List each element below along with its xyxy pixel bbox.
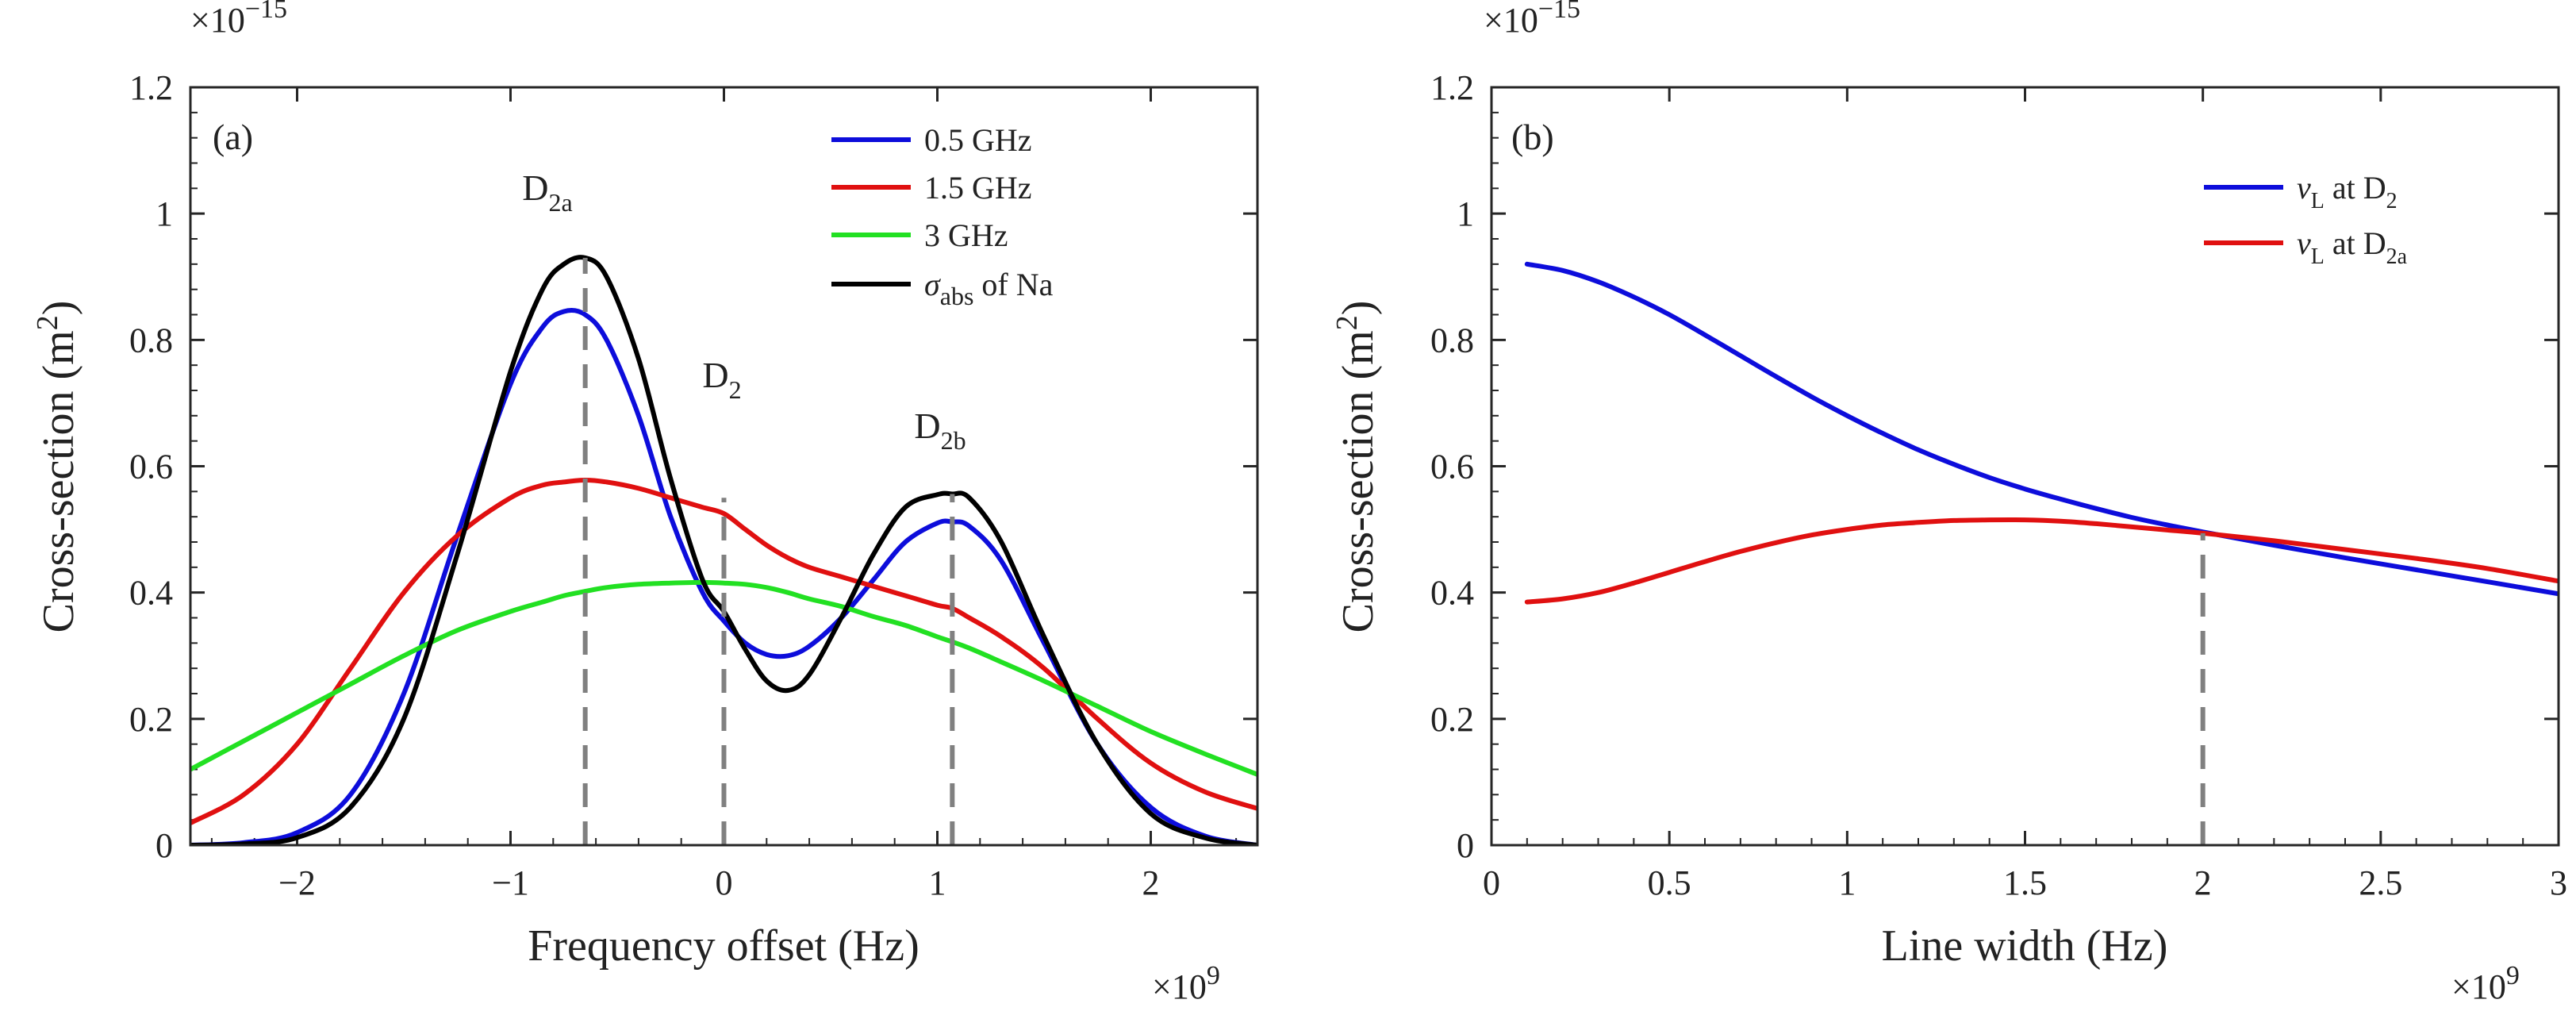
panel-a-y-tick-label: 1	[155, 194, 173, 233]
panel-a-y-tick-label: 1.2	[129, 68, 173, 107]
panel-b-x-tick-label: 1.5	[2003, 863, 2047, 902]
panel-b: 0 0.5 1 1.5 2 2.5 3 0 0.2 0.4 0.6 0.8 1 1.2 (b) ×10−1…	[1330, 0, 2567, 1006]
panel-a-x-axis-label: Frequency offset (Hz)	[528, 921, 919, 971]
panel-a-y-tick-label: 0.2	[129, 700, 173, 739]
panel-a: −2 −1 0 1 2 0 0.2 0.4 0.6 0.8 1 1.2 (a) ×10−15 ×109…	[31, 0, 1259, 1006]
legend-label-nu-d2a: νL at D2a	[2297, 225, 2408, 269]
panel-a-y-tick-label: 0	[155, 826, 173, 865]
panel-b-y-tick-label: 1.2	[1430, 68, 1474, 107]
panel-b-frame	[1490, 86, 2560, 847]
panel-a-y-multiplier: ×10−15	[190, 0, 287, 40]
panel-b-series-layer	[1524, 261, 2559, 845]
panel-a-ticks: −2 −1 0 1 2 0 0.2 0.4 0.6 0.8 1 1.2	[129, 68, 1257, 902]
panel-a-d2a-label: D2a	[522, 167, 572, 217]
panel-b-x-tick-label: 2.5	[2359, 863, 2402, 902]
panel-b-x-multiplier: ×109	[2451, 961, 2520, 1006]
panel-b-series-l-at-d2	[1524, 261, 2559, 597]
panel-b-plot-area	[1524, 261, 2559, 845]
panel-a-x-multiplier: ×109	[1152, 961, 1220, 1006]
legend-label-sigma-abs: σabs of Na	[924, 267, 1054, 310]
panel-a-label: (a)	[213, 117, 253, 157]
panel-b-x-tick-label: 0	[1483, 863, 1500, 902]
panel-b-x-tick-label: 0.5	[1648, 863, 1691, 902]
panel-b-y-tick-label: 0.2	[1430, 700, 1474, 739]
panel-b-x-tick-label: 2	[2194, 863, 2212, 902]
panel-a-x-tick-label: −1	[492, 863, 529, 902]
panel-b-legend: νL at D2 νL at D2a	[2204, 170, 2408, 269]
panel-a-legend: 0.5 GHz 1.5 GHz 3 GHz σabs of Na	[831, 122, 1054, 310]
panel-a-frame	[189, 86, 1259, 847]
panel-b-y-tick-label: 0	[1457, 826, 1474, 865]
panel-b-label: (b)	[1511, 117, 1554, 157]
panel-a-y-tick-label: 0.8	[129, 321, 173, 359]
panel-a-y-tick-label: 0.6	[129, 448, 173, 486]
panel-a-plot-area	[190, 255, 1257, 845]
panel-b-x-tick-label: 1	[1838, 863, 1856, 902]
panel-a-series-0-5-ghz	[190, 308, 1257, 845]
panel-b-y-axis-label: Cross-section (m2)	[1330, 301, 1383, 633]
legend-label-nu-d2: νL at D2	[2297, 170, 2397, 213]
panel-b-x-tick-label: 3	[2550, 863, 2567, 902]
panel-b-y-tick-label: 0.8	[1430, 321, 1474, 359]
panel-a-x-tick-label: 0	[716, 863, 733, 902]
panel-a-x-tick-label: 2	[1142, 863, 1160, 902]
panel-b-y-tick-label: 0.6	[1430, 448, 1474, 486]
legend-label-3ghz: 3 GHz	[924, 217, 1008, 253]
legend-label-1-5ghz: 1.5 GHz	[924, 170, 1032, 206]
panel-a-x-tick-label: 1	[929, 863, 946, 902]
panel-a-y-axis-label: Cross-section (m2)	[31, 301, 83, 633]
legend-label-0-5ghz: 0.5 GHz	[924, 122, 1032, 158]
panel-a-series-layer	[190, 255, 1257, 845]
panel-a-series-3-ghz	[190, 579, 1257, 777]
panel-b-y-tick-label: 1	[1457, 194, 1474, 233]
panel-a-series-1-5-ghz	[190, 478, 1257, 826]
panel-b-x-axis-label: Line width (Hz)	[1882, 921, 2168, 971]
panel-b-y-multiplier: ×10−15	[1484, 0, 1580, 40]
panel-a-d2-label: D2	[702, 355, 741, 404]
panel-a-d2b-label: D2b	[914, 406, 966, 455]
panel-a-y-tick-label: 0.4	[129, 574, 173, 613]
panel-a-x-tick-label: −2	[278, 863, 316, 902]
panel-b-series-l-at-d2a	[1524, 517, 2559, 605]
panel-b-y-tick-label: 0.4	[1430, 574, 1474, 613]
